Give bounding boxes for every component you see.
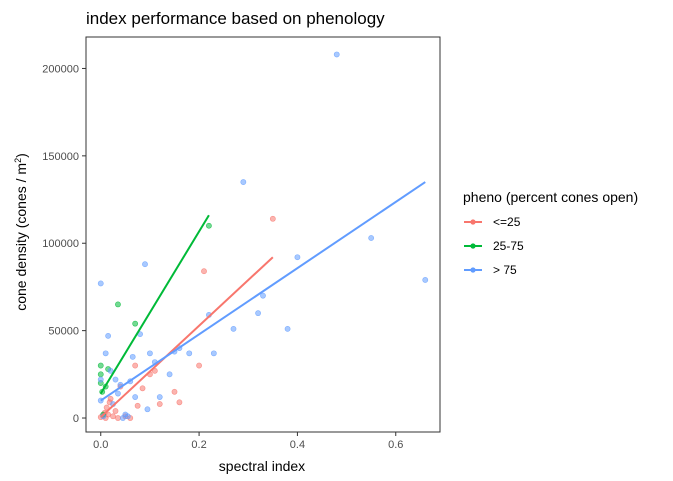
legend-label: > 75 xyxy=(493,263,517,277)
data-point-series-2 xyxy=(333,51,340,58)
data-point-series-2 xyxy=(294,254,301,261)
legend-items: <=25 25-75 > 75 xyxy=(464,215,524,277)
data-point-series-2 xyxy=(107,367,114,374)
y-axis-title-superscript: 2 xyxy=(13,158,23,163)
trend-line-series-2 xyxy=(100,181,426,402)
trend-line-series-0 xyxy=(100,256,274,418)
data-point-series-2 xyxy=(102,350,109,357)
legend-title: pheno (percent cones open) xyxy=(463,189,638,205)
data-point-series-0 xyxy=(103,404,110,411)
data-point-series-0 xyxy=(201,268,207,275)
data-point-series-0 xyxy=(112,408,119,414)
data-point-series-2 xyxy=(210,350,217,357)
data-point-series-0 xyxy=(134,402,141,409)
legend-key-point xyxy=(470,267,476,273)
y-tick-label: 200000 xyxy=(42,63,79,75)
data-point-series-2 xyxy=(186,350,193,357)
data-point-series-2 xyxy=(230,325,237,332)
data-point-series-1 xyxy=(132,320,139,327)
data-point-series-2 xyxy=(97,280,104,287)
y-axis-title-close: ) xyxy=(13,153,29,158)
data-point-series-2 xyxy=(240,179,247,185)
legend-label: <=25 xyxy=(493,215,521,229)
data-point-series-2 xyxy=(156,394,163,400)
data-point-series-2 xyxy=(115,390,121,397)
data-point-series-0 xyxy=(110,413,116,420)
data-point-series-2 xyxy=(142,261,148,268)
plot-area: 0.0 0.2 0.4 0.6 0 50000 100000 150000 200000 xyxy=(42,36,441,451)
y-tick-label: 50000 xyxy=(48,326,79,338)
data-point-series-2 xyxy=(260,292,266,299)
data-point-series-2 xyxy=(105,332,112,339)
data-point-series-2 xyxy=(368,235,375,241)
data-point-series-0 xyxy=(171,388,178,395)
data-point-series-2 xyxy=(132,394,139,400)
data-point-series-0 xyxy=(115,415,121,421)
legend: pheno (percent cones open) <=25 25-75 > 75 xyxy=(463,189,638,277)
data-point-series-0 xyxy=(139,385,146,392)
data-point-series-0 xyxy=(107,395,114,402)
data-point-series-2 xyxy=(255,310,261,317)
y-axis-title: cone density (cones / m2) xyxy=(13,153,29,311)
data-point-series-1 xyxy=(115,301,121,308)
data-point-series-0 xyxy=(176,399,183,406)
legend-key-point xyxy=(470,219,476,225)
x-tick-label: 0.0 xyxy=(93,439,108,451)
y-tick-label: 100000 xyxy=(42,238,79,250)
chart-title: index performance based on phenology xyxy=(86,9,385,28)
y-tick-label: 0 xyxy=(73,413,79,425)
data-point-series-1 xyxy=(97,371,104,378)
data-point-series-0 xyxy=(132,362,139,369)
data-point-series-0 xyxy=(269,215,276,222)
data-point-series-2 xyxy=(97,376,104,383)
data-point-series-0 xyxy=(156,401,163,407)
x-tick-label: 0.6 xyxy=(388,439,403,451)
x-tick-label: 0.4 xyxy=(290,439,305,451)
data-point-series-2 xyxy=(422,277,429,283)
data-point-series-1 xyxy=(97,362,104,369)
trend-line-series-1 xyxy=(99,214,210,395)
data-point-series-2 xyxy=(124,413,131,420)
data-point-series-1 xyxy=(206,222,212,229)
legend-label: 25-75 xyxy=(493,239,524,253)
x-axis-title: spectral index xyxy=(219,458,305,474)
y-axis-title-main: cone density (cones / m xyxy=(13,163,29,311)
legend-key-point xyxy=(470,243,476,249)
data-point-series-2 xyxy=(147,350,153,357)
plot-panel-border xyxy=(85,36,441,433)
data-point-series-2 xyxy=(166,371,173,378)
x-tick-label: 0.2 xyxy=(191,439,206,451)
data-point-series-2 xyxy=(144,406,151,413)
y-tick-label: 150000 xyxy=(42,151,79,163)
data-point-series-0 xyxy=(196,362,202,369)
data-point-series-2 xyxy=(284,325,291,332)
data-point-series-2 xyxy=(129,353,136,360)
data-point-series-2 xyxy=(112,376,119,383)
